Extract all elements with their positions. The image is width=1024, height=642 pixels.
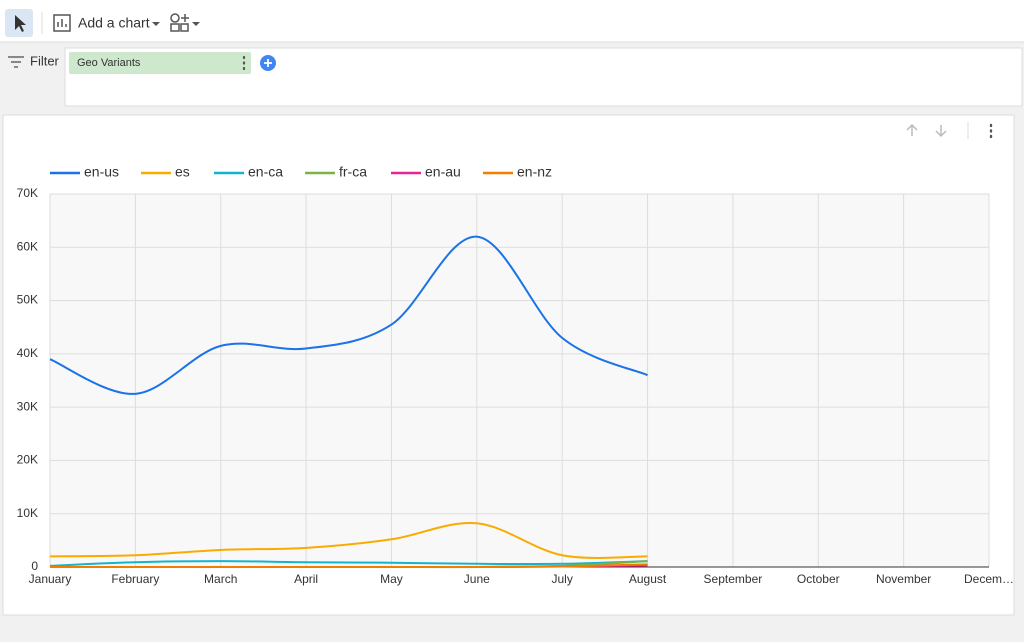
move-up[interactable] <box>906 123 918 136</box>
y-tick-label: 30K <box>17 399 38 413</box>
icon <box>180 23 189 32</box>
filter-label: Filter <box>30 53 60 68</box>
x-tick-label: May <box>380 572 403 586</box>
icon <box>170 13 180 23</box>
series-line <box>49 521 648 559</box>
x-tick-label: June <box>464 572 490 586</box>
toolbar <box>0 0 1024 42</box>
series-line <box>50 563 648 569</box>
y-tick-label: 40K <box>17 346 38 360</box>
dropdown-arrow <box>192 22 200 26</box>
x-tick-label: July <box>552 572 573 586</box>
y-tick-label: 50K <box>17 293 38 307</box>
legend-label: en-nz <box>517 164 552 180</box>
dropdown-arrow <box>152 22 160 26</box>
filter-chip[interactable] <box>69 52 251 74</box>
x-tick-label: Decem… <box>964 572 1014 586</box>
y-tick-label: 70K <box>17 186 38 200</box>
x-tick-label: February <box>111 572 159 586</box>
series-line <box>49 235 648 395</box>
x-tick-label: March <box>204 572 237 586</box>
icon <box>181 14 189 22</box>
y-tick-label: 60K <box>17 239 38 253</box>
legend-label: en-us <box>84 164 119 180</box>
plus-icon <box>264 59 272 67</box>
legend-label: en-au <box>425 164 461 180</box>
series-line <box>49 560 648 567</box>
y-tick-label: 20K <box>17 453 38 467</box>
plot-area <box>50 194 989 567</box>
legend-label: fr-ca <box>339 164 367 180</box>
controls-button[interactable] <box>170 13 200 32</box>
x-tick-label: August <box>629 572 667 586</box>
y-tick-label: 10K <box>17 506 38 520</box>
add-chart-label: Add a chart <box>78 15 150 31</box>
y-tick-label: 0 <box>31 559 38 573</box>
x-tick-label: April <box>294 572 318 586</box>
add-chart-button[interactable]: Add a chart <box>53 14 160 32</box>
legend-label: en-ca <box>248 164 283 180</box>
filter-chip-label: Geo Variants <box>77 57 141 69</box>
x-tick-label: November <box>876 572 931 586</box>
icon <box>170 23 180 32</box>
move-down[interactable] <box>935 125 947 138</box>
filter-icon <box>8 56 24 68</box>
legend-label: es <box>175 164 190 180</box>
chart-icon <box>53 14 71 32</box>
chart-icon-bars <box>57 19 67 27</box>
x-tick-label: October <box>797 572 840 586</box>
x-tick-label: September <box>704 572 763 586</box>
cursor-icon <box>15 15 26 32</box>
x-tick-label: January <box>29 572 72 586</box>
